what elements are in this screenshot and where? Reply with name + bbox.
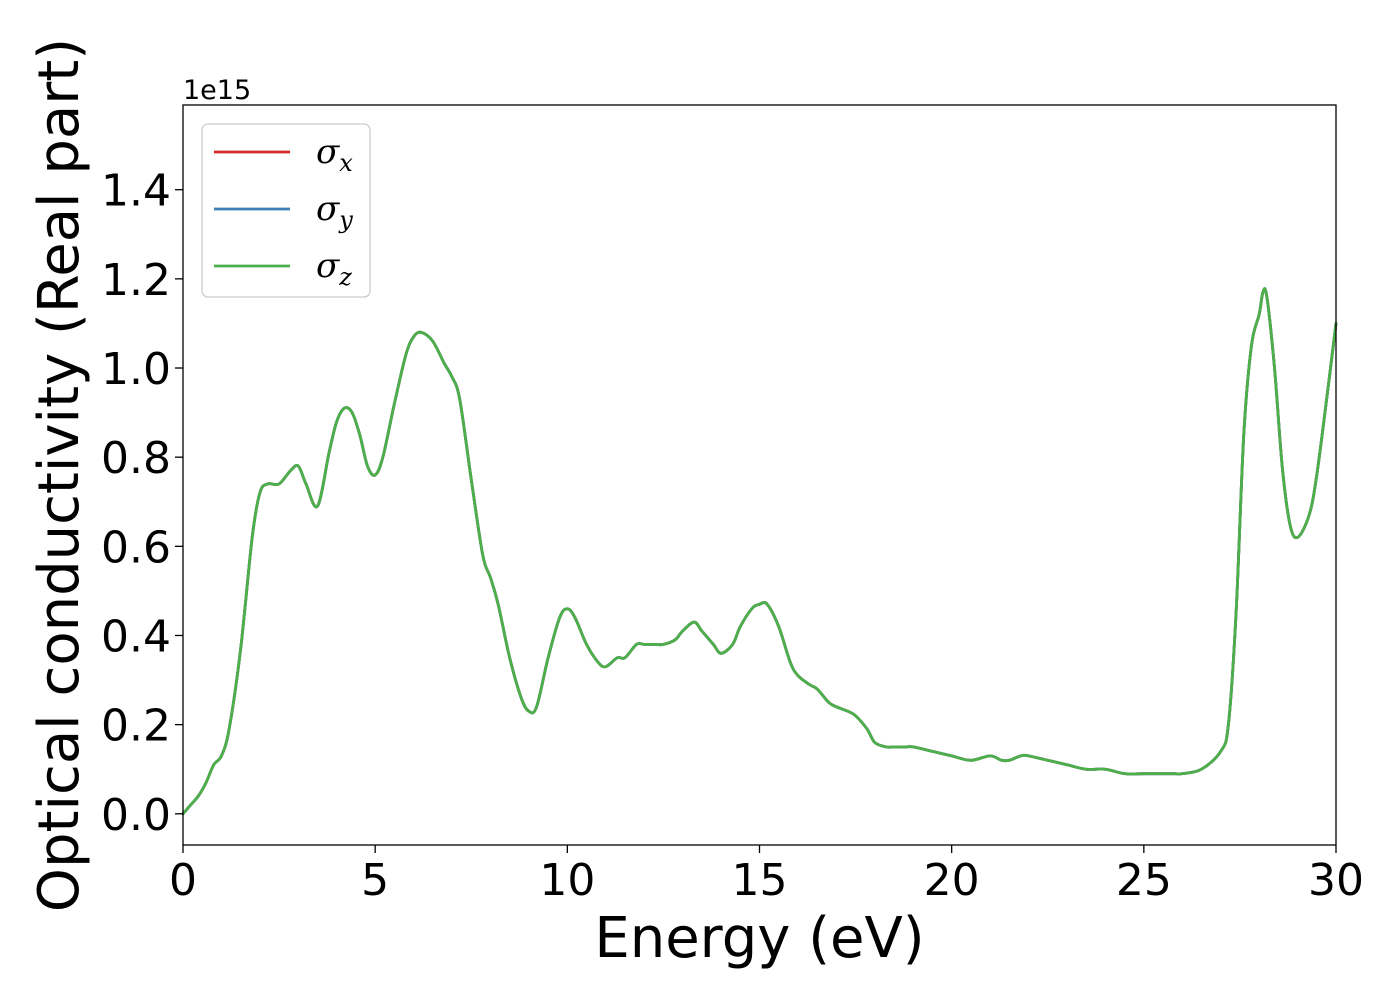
y-tick-label: 1.4 [101,166,171,217]
series-line-x [181,287,1338,816]
y-tick-label: 0.0 [101,790,171,841]
x-tick-label: 25 [1116,855,1172,906]
y-tick-label: 1.2 [101,255,171,306]
x-axis-title: Energy (eV) [594,906,924,971]
x-tick-label: 10 [539,855,595,906]
x-tick-label: 5 [361,855,389,906]
y-tick-label: 0.6 [101,522,171,573]
x-tick-label: 15 [732,855,788,906]
x-axis-ticks: 0 5 10 15 20 25 30 [169,845,1364,906]
legend-label-x: σx [316,132,353,177]
x-tick-label: 30 [1308,855,1364,906]
legend-label-y: σy [316,189,353,234]
x-tick-label: 0 [169,855,197,906]
y-axis-ticks: 0.0 0.2 0.4 0.6 0.8 1.0 1.2 1.4 [101,166,183,841]
series-layer [181,287,1338,816]
series-line-z [181,287,1338,816]
y-tick-label: 0.8 [101,433,171,484]
series-line-y [181,287,1338,816]
y-tick-label: 1.0 [101,344,171,395]
y-tick-label: 0.4 [101,611,171,662]
y-offset-label: 1e15 [183,75,251,106]
y-tick-label: 0.2 [101,701,171,752]
y-axis-title: Optical conductivity (Real part) [27,38,92,912]
x-tick-label: 20 [924,855,980,906]
legend-box [201,123,371,298]
